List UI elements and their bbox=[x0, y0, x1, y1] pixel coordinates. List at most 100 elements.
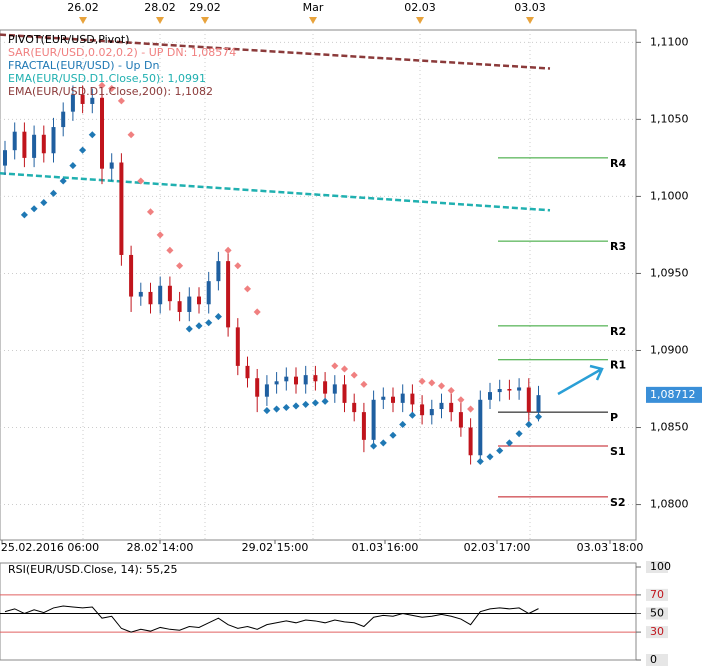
rsi-panel bbox=[0, 562, 637, 661]
sar-dot bbox=[137, 177, 145, 185]
sar-dot bbox=[292, 402, 300, 410]
sar-dot bbox=[234, 262, 242, 270]
candle-body bbox=[361, 412, 366, 440]
y-tick-label: 1,0800 bbox=[650, 498, 689, 511]
pivot-label: R4 bbox=[610, 157, 626, 170]
indicator-label: PIVOT(EUR/USD,Pivot) bbox=[8, 33, 130, 46]
candle-body bbox=[439, 402, 444, 410]
sar-dot bbox=[146, 208, 155, 216]
sar-dot bbox=[505, 439, 513, 447]
pivot-label: S2 bbox=[610, 496, 626, 509]
bottom-time-label: 25.02.2016 06:00 bbox=[1, 541, 99, 554]
y-tick-label: 0 bbox=[650, 653, 657, 666]
rsi-tick-box bbox=[646, 626, 668, 639]
y-tick-label: 1,0900 bbox=[650, 343, 689, 356]
candle-body bbox=[526, 387, 531, 413]
candle-body bbox=[410, 393, 415, 405]
candle-body bbox=[488, 392, 492, 400]
sar-dot bbox=[156, 231, 164, 239]
candle-body bbox=[255, 378, 260, 397]
candle-body bbox=[313, 375, 318, 382]
candle-body bbox=[400, 393, 405, 403]
sar-dot bbox=[88, 131, 96, 139]
last-price-box bbox=[646, 386, 702, 403]
candle-body bbox=[507, 389, 512, 391]
sar-dot bbox=[311, 399, 319, 407]
sar-dot bbox=[282, 403, 290, 412]
sar-dot bbox=[214, 313, 222, 321]
candle-body bbox=[61, 111, 66, 128]
sar-dot bbox=[399, 420, 407, 428]
candle-body bbox=[332, 384, 337, 394]
candle-body bbox=[197, 296, 201, 305]
pivot-label: R3 bbox=[610, 240, 626, 253]
y-tick-label: 1,0950 bbox=[650, 266, 689, 279]
sar-dot bbox=[69, 162, 77, 170]
indicator-label: EMA(EUR/USD.D1.Close,200): 1,1082 bbox=[8, 85, 213, 98]
y-tick-label: 1,1100 bbox=[650, 35, 689, 48]
candle-body bbox=[187, 296, 192, 312]
candle-body bbox=[158, 285, 163, 305]
bottom-time-label: 01.03 16:00 bbox=[352, 541, 419, 554]
candle-body bbox=[167, 285, 172, 302]
bottom-time-label: 03.03 18:00 bbox=[577, 541, 644, 554]
candle-body bbox=[245, 365, 250, 379]
sar-dot bbox=[79, 146, 87, 154]
indicator-label: FRACTAL(EUR/USD) - Up Dn bbox=[8, 59, 159, 72]
candle-body bbox=[323, 381, 328, 394]
rsi-tick-box bbox=[646, 561, 668, 573]
sar-dot bbox=[340, 365, 349, 373]
sar-dot bbox=[59, 177, 67, 185]
sar-dot bbox=[379, 439, 387, 447]
sar-dot bbox=[263, 407, 271, 415]
indicator-label: EMA(EUR/USD.D1.Close,50): 1,0991 bbox=[8, 72, 206, 85]
sar-dot bbox=[447, 387, 455, 395]
candle-body bbox=[284, 376, 289, 382]
rsi-tick-box bbox=[646, 607, 668, 620]
sar-dot bbox=[467, 405, 475, 413]
candle-body bbox=[264, 384, 269, 397]
time-marker bbox=[201, 17, 209, 24]
sar-dot bbox=[496, 447, 504, 455]
candle-body bbox=[138, 291, 143, 297]
sar-dot bbox=[476, 457, 484, 465]
sar-dot bbox=[418, 377, 426, 385]
sar-dot bbox=[331, 362, 339, 370]
sar-dot bbox=[428, 379, 436, 387]
trend-arrow bbox=[557, 364, 604, 396]
pivot-label: R2 bbox=[610, 325, 626, 338]
sar-dot bbox=[30, 205, 38, 213]
candle-body bbox=[12, 131, 17, 151]
candle-body bbox=[216, 261, 221, 282]
sar-dot bbox=[205, 319, 213, 327]
candle-body bbox=[303, 375, 308, 385]
candle-body bbox=[119, 162, 124, 255]
y-tick-label: 1,0850 bbox=[650, 421, 689, 434]
sar-dot bbox=[515, 430, 523, 438]
bottom-time-label: 29.02 15:00 bbox=[242, 541, 309, 554]
sar-dot bbox=[321, 397, 329, 405]
sar-dot bbox=[20, 211, 28, 219]
candle-body bbox=[32, 134, 37, 158]
candle-body bbox=[352, 402, 357, 413]
sar-dot bbox=[486, 453, 494, 461]
sar-dot bbox=[437, 382, 446, 390]
time-marker bbox=[79, 17, 87, 24]
candle-body bbox=[80, 94, 85, 104]
candle-body bbox=[381, 396, 386, 400]
candle-body bbox=[177, 301, 182, 312]
top-time-label: Mar bbox=[303, 1, 324, 14]
price-panel bbox=[0, 29, 637, 541]
candle-body bbox=[109, 162, 114, 169]
sar-dot bbox=[176, 262, 184, 270]
ema50-line bbox=[0, 172, 551, 212]
pivot-label: R1 bbox=[610, 359, 626, 372]
candle-body bbox=[536, 395, 541, 413]
candle-body bbox=[371, 399, 376, 440]
candle-body bbox=[226, 261, 231, 328]
rsi-title: RSI(EUR/USD.Close, 14): 55,25 bbox=[8, 563, 177, 576]
top-time-label: 02.03 bbox=[404, 1, 436, 14]
top-time-label: 29.02 bbox=[189, 1, 221, 14]
sar-dot bbox=[350, 371, 358, 379]
